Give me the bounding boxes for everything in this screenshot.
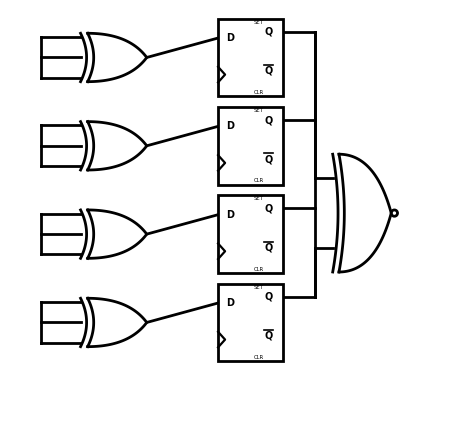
Bar — [218, 107, 283, 185]
Text: CLR: CLR — [254, 179, 264, 184]
Bar — [218, 195, 283, 273]
Text: Q: Q — [265, 115, 273, 125]
Text: SET: SET — [254, 196, 264, 201]
Text: D: D — [227, 298, 235, 308]
Text: CLR: CLR — [254, 90, 264, 95]
Text: Q: Q — [265, 203, 273, 214]
Text: Q: Q — [265, 66, 273, 76]
Text: Q: Q — [265, 242, 273, 252]
Text: Q: Q — [265, 27, 273, 37]
Bar — [218, 284, 283, 361]
Text: CLR: CLR — [254, 267, 264, 272]
Text: SET: SET — [254, 108, 264, 113]
Text: Q: Q — [265, 154, 273, 164]
Text: D: D — [227, 210, 235, 220]
Text: Q: Q — [265, 331, 273, 341]
Bar — [218, 19, 283, 96]
Text: SET: SET — [254, 19, 264, 24]
Text: Q: Q — [265, 292, 273, 302]
Text: CLR: CLR — [254, 355, 264, 360]
Text: SET: SET — [254, 284, 264, 289]
Text: D: D — [227, 122, 235, 131]
Text: D: D — [227, 33, 235, 43]
